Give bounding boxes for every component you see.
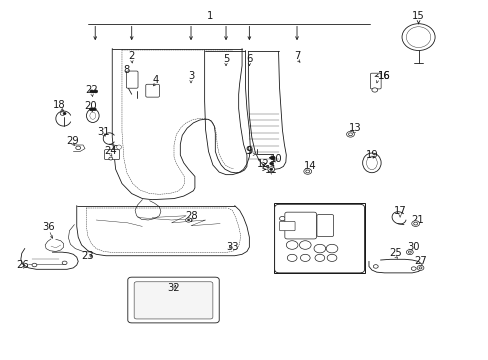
Circle shape xyxy=(372,265,377,268)
FancyBboxPatch shape xyxy=(285,212,316,239)
Text: 18: 18 xyxy=(52,100,65,110)
Text: 26: 26 xyxy=(17,260,29,270)
Circle shape xyxy=(60,112,65,115)
Text: 16: 16 xyxy=(377,71,390,81)
Circle shape xyxy=(303,168,311,174)
Text: 17: 17 xyxy=(393,206,406,216)
Circle shape xyxy=(279,216,285,221)
Circle shape xyxy=(326,254,336,261)
Text: 25: 25 xyxy=(388,248,401,258)
Text: 10: 10 xyxy=(269,154,282,163)
Circle shape xyxy=(90,90,94,93)
Circle shape xyxy=(92,108,96,111)
Text: 15: 15 xyxy=(411,12,424,21)
Text: 22: 22 xyxy=(85,85,98,95)
FancyBboxPatch shape xyxy=(126,71,138,88)
Text: 24: 24 xyxy=(104,146,116,156)
Circle shape xyxy=(286,241,297,249)
Circle shape xyxy=(346,131,354,137)
FancyBboxPatch shape xyxy=(145,84,159,97)
Text: 4: 4 xyxy=(153,75,159,85)
Circle shape xyxy=(269,162,273,165)
Circle shape xyxy=(76,146,81,150)
Text: 36: 36 xyxy=(42,222,55,232)
Circle shape xyxy=(313,244,325,253)
Text: 8: 8 xyxy=(123,65,130,75)
Circle shape xyxy=(411,221,419,226)
Circle shape xyxy=(109,157,113,160)
Text: 27: 27 xyxy=(413,256,426,266)
Bar xyxy=(273,203,365,273)
Circle shape xyxy=(299,241,310,249)
Ellipse shape xyxy=(406,27,430,48)
Circle shape xyxy=(269,168,272,170)
FancyBboxPatch shape xyxy=(316,215,333,237)
Text: 30: 30 xyxy=(407,242,419,252)
Text: 35: 35 xyxy=(285,229,298,239)
Text: 11: 11 xyxy=(265,165,278,175)
FancyBboxPatch shape xyxy=(370,73,380,89)
Ellipse shape xyxy=(90,112,96,119)
Text: 5: 5 xyxy=(223,54,229,64)
Text: 32: 32 xyxy=(167,283,180,293)
Text: 16: 16 xyxy=(377,71,390,81)
Ellipse shape xyxy=(401,24,434,50)
FancyBboxPatch shape xyxy=(104,150,119,159)
Text: 19: 19 xyxy=(365,150,378,160)
Circle shape xyxy=(32,263,37,267)
Circle shape xyxy=(348,133,352,136)
Text: 31: 31 xyxy=(97,127,110,137)
Text: 9: 9 xyxy=(245,147,252,157)
Circle shape xyxy=(305,170,309,173)
Circle shape xyxy=(410,267,415,270)
Text: 2: 2 xyxy=(128,51,135,61)
Text: 12: 12 xyxy=(256,159,269,169)
FancyBboxPatch shape xyxy=(279,221,294,231)
Circle shape xyxy=(63,112,66,114)
Circle shape xyxy=(418,267,421,269)
Circle shape xyxy=(287,254,296,261)
Text: 14: 14 xyxy=(304,161,316,171)
Text: 1: 1 xyxy=(207,12,213,21)
Text: 33: 33 xyxy=(226,242,239,252)
Circle shape xyxy=(185,218,191,222)
Circle shape xyxy=(187,219,189,221)
Circle shape xyxy=(300,254,309,261)
Circle shape xyxy=(314,254,324,261)
Text: 29: 29 xyxy=(66,136,79,146)
Ellipse shape xyxy=(366,156,376,170)
Circle shape xyxy=(267,167,274,172)
Circle shape xyxy=(371,88,377,92)
Text: 28: 28 xyxy=(185,211,198,221)
Circle shape xyxy=(89,108,93,111)
FancyBboxPatch shape xyxy=(274,204,364,273)
Circle shape xyxy=(62,261,67,265)
Text: 23: 23 xyxy=(81,251,94,261)
Circle shape xyxy=(325,244,337,253)
Text: 13: 13 xyxy=(348,123,361,133)
Text: 3: 3 xyxy=(187,71,194,81)
Text: 6: 6 xyxy=(245,54,252,64)
Text: 21: 21 xyxy=(410,215,423,225)
FancyBboxPatch shape xyxy=(127,277,219,323)
Text: 20: 20 xyxy=(84,101,97,111)
Circle shape xyxy=(416,265,423,270)
Circle shape xyxy=(407,251,410,253)
FancyBboxPatch shape xyxy=(134,282,212,319)
Circle shape xyxy=(413,222,417,225)
Text: 7: 7 xyxy=(293,51,300,61)
Ellipse shape xyxy=(362,153,380,173)
Ellipse shape xyxy=(86,109,99,122)
Text: 9: 9 xyxy=(244,147,251,157)
Circle shape xyxy=(94,90,98,93)
Text: 34: 34 xyxy=(324,219,337,229)
Circle shape xyxy=(406,249,412,255)
Circle shape xyxy=(270,156,275,159)
